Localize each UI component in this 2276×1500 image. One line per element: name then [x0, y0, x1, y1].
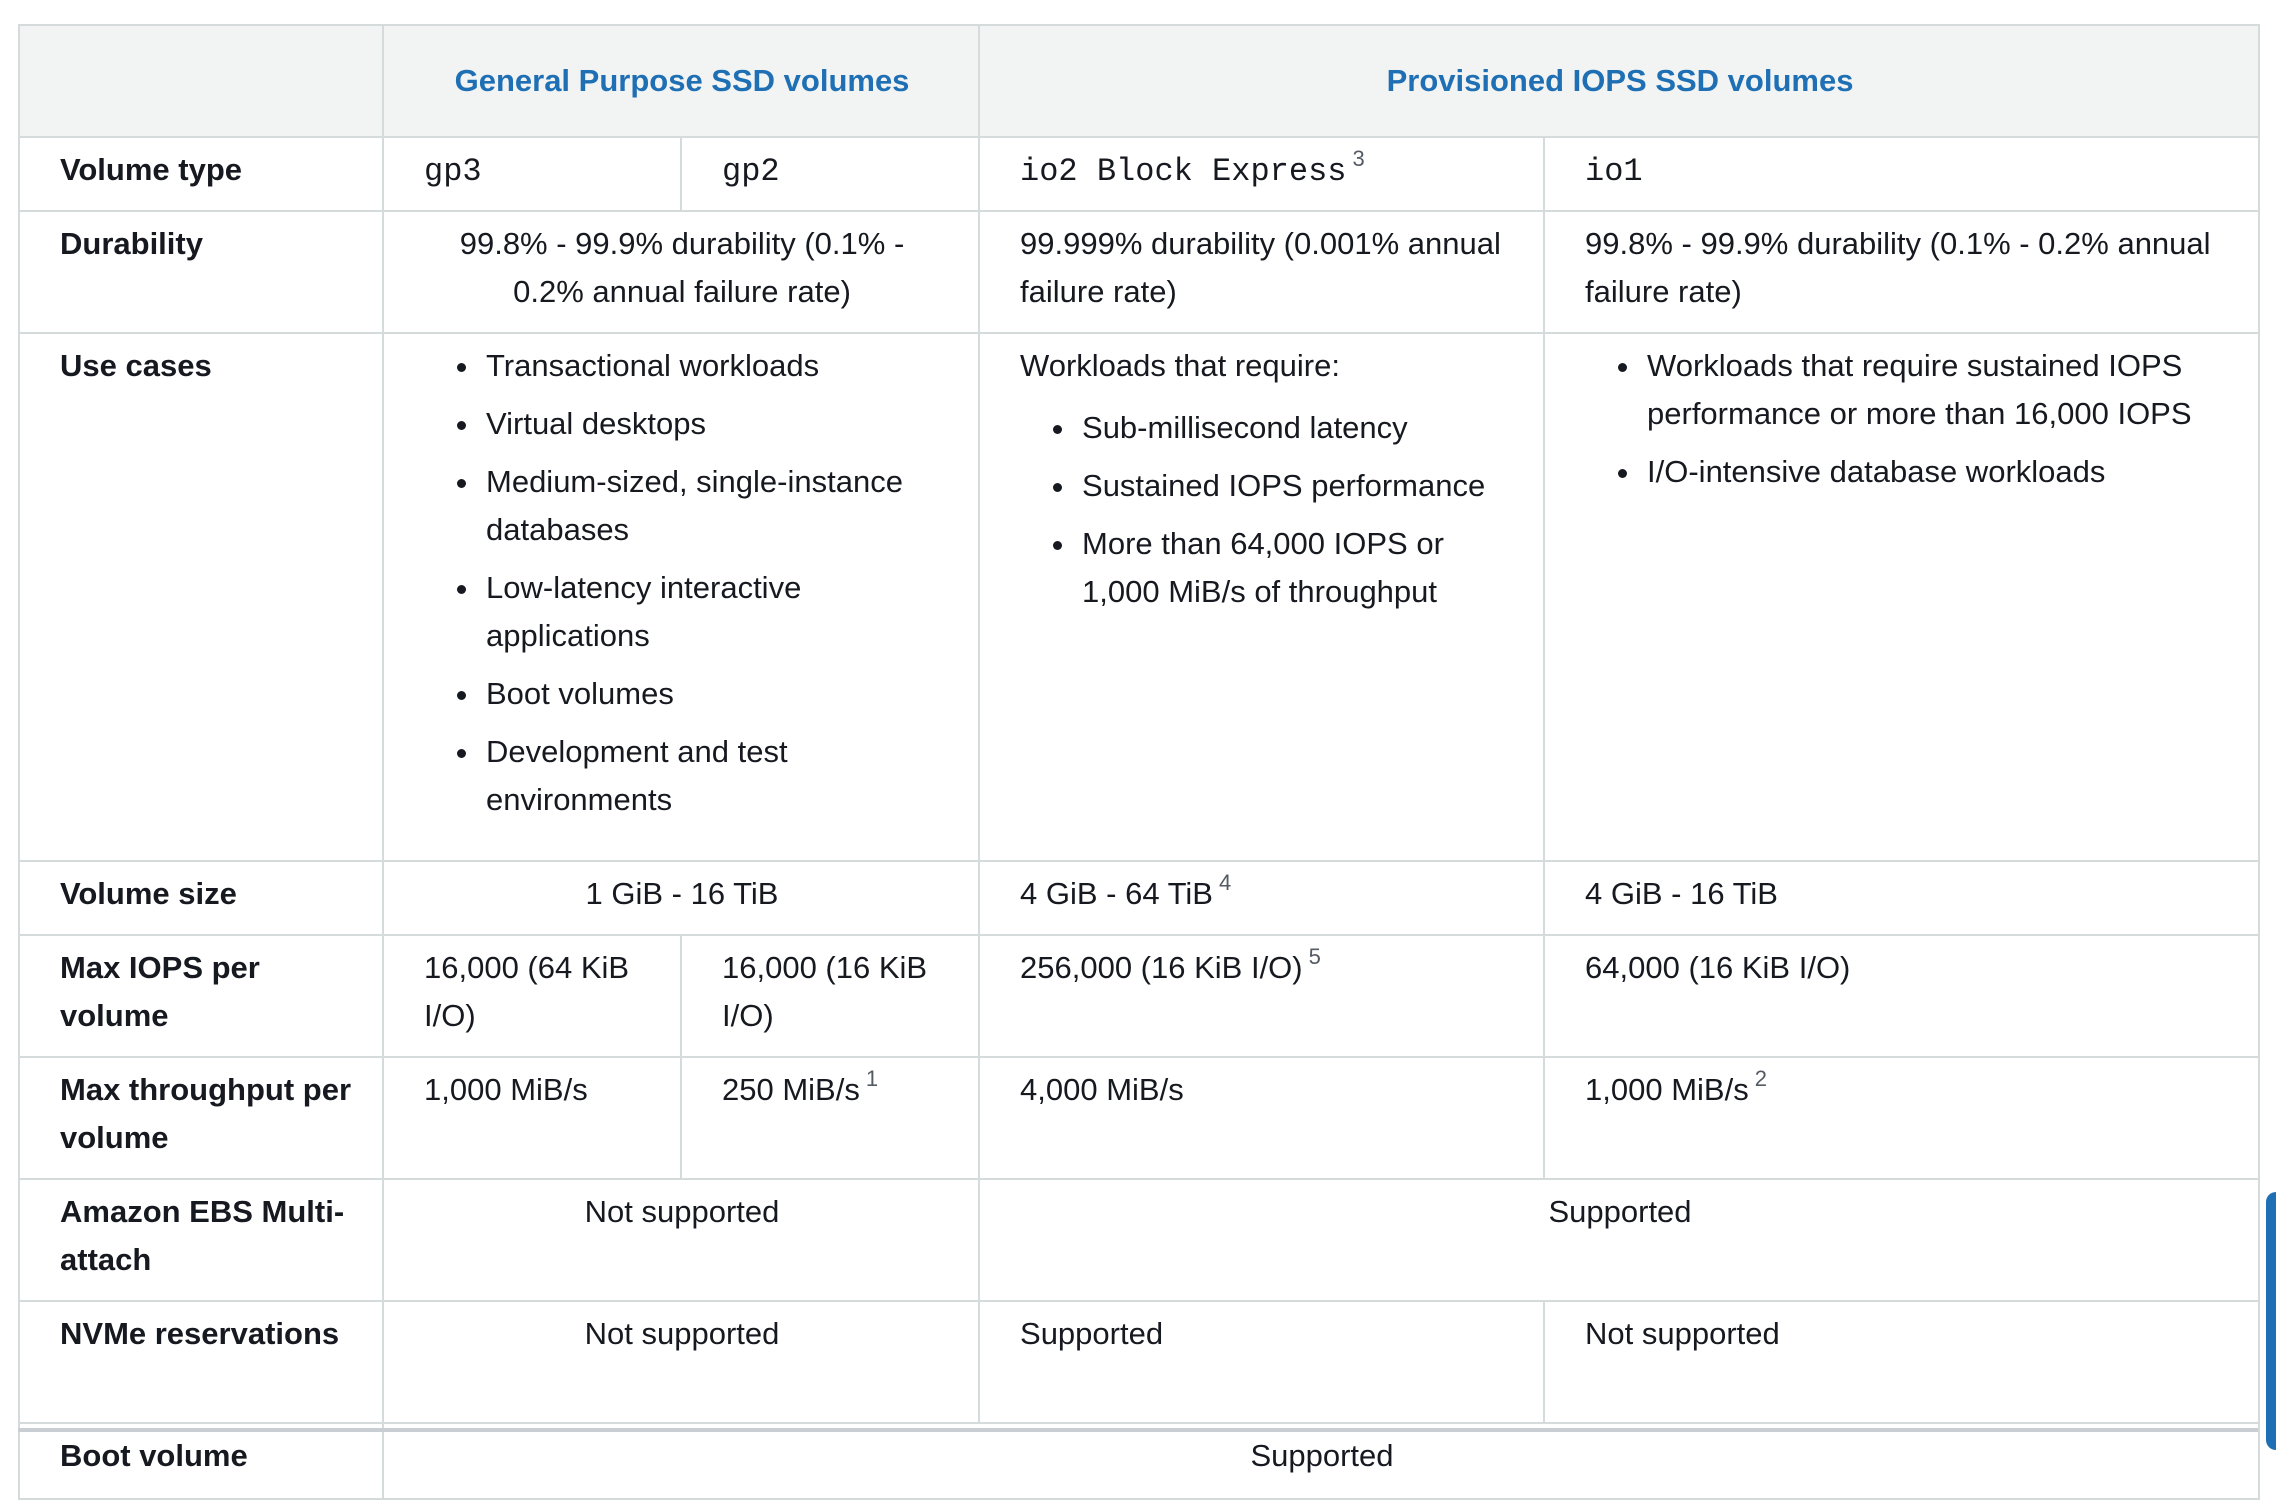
list-item: Workloads that require sustained IOPS pe… [1643, 342, 2220, 438]
table-row-use-cases: Use cases Transactional workloads Virtua… [18, 332, 2261, 862]
list-item: Medium-sized, single-instance databases [482, 458, 940, 554]
io1-label: io1 [1585, 153, 1643, 190]
cell-gp2-max-iops: 16,000 (16 KiB I/O) [679, 934, 981, 1058]
list-item: Sub-millisecond latency [1078, 404, 1505, 452]
cell-gp2-type: gp2 [679, 136, 981, 212]
io1-max-throughput-value: 1,000 MiB/s [1585, 1072, 1749, 1107]
row-label-boot-volume: Boot volume [18, 1422, 384, 1500]
row-label-max-throughput: Max throughput per volume [18, 1056, 384, 1180]
header-corner-cell [18, 24, 384, 138]
footnote-ref[interactable]: 5 [1308, 944, 1321, 969]
header-provisioned-iops: Provisioned IOPS SSD volumes [978, 24, 2261, 138]
cell-io1-durability: 99.8% - 99.9% durability (0.1% - 0.2% an… [1543, 210, 2261, 334]
cell-io2-durability: 99.999% durability (0.001% annual failur… [978, 210, 1546, 334]
footnote-ref[interactable]: 4 [1218, 870, 1232, 895]
row-label-use-cases: Use cases [18, 332, 384, 862]
cell-general-multi-attach: Not supported [381, 1178, 981, 1302]
table-row-volume-size: Volume size 1 GiB - 16 TiB 4 GiB - 64 Ti… [18, 860, 2261, 936]
table-row-max-iops: Max IOPS per volume 16,000 (64 KiB I/O) … [18, 934, 2261, 1058]
table-header-row: General Purpose SSD volumes Provisioned … [18, 24, 2261, 138]
header-general-purpose: General Purpose SSD volumes [381, 24, 981, 138]
table-row-max-throughput: Max throughput per volume 1,000 MiB/s 25… [18, 1056, 2261, 1180]
cell-gp3-type: gp3 [382, 136, 682, 212]
gp2-label: gp2 [722, 153, 780, 190]
table-row-nvme-reservations: NVMe reservations Not supported Supporte… [18, 1300, 2261, 1424]
io2-use-case-list: Sub-millisecond latency Sustained IOPS p… [1020, 404, 1505, 616]
cell-provisioned-multi-attach: Supported [978, 1178, 2261, 1302]
ebs-ssd-comparison-table-container: General Purpose SSD volumes Provisioned … [18, 24, 2261, 1500]
row-label-volume-size: Volume size [18, 860, 384, 936]
table-row-volume-type: Volume type gp3 gp2 io2 Block Express 3 i… [18, 136, 2261, 212]
row-label-volume-type: Volume type [18, 136, 384, 212]
row-label-nvme-reservations: NVMe reservations [18, 1300, 384, 1424]
cell-io2-nvme: Supported [978, 1300, 1546, 1424]
cell-io1-nvme: Not supported [1543, 1300, 2261, 1424]
cell-general-use-cases: Transactional workloads Virtual desktops… [381, 332, 981, 862]
io2-max-iops-value: 256,000 (16 KiB I/O) [1020, 950, 1303, 985]
cell-io1-max-iops: 64,000 (16 KiB I/O) [1543, 934, 2261, 1058]
cell-gp2-max-throughput: 250 MiB/s 1 [679, 1056, 981, 1180]
row-label-max-iops: Max IOPS per volume [18, 934, 384, 1058]
table-row-boot-volume: Boot volume Supported [18, 1422, 2261, 1500]
gp2-max-throughput-value: 250 MiB/s [722, 1072, 860, 1107]
cell-io2-max-throughput: 4,000 MiB/s [978, 1056, 1546, 1180]
table-row-multi-attach: Amazon EBS Multi-attach Not supported Su… [18, 1178, 2261, 1302]
footnote-ref[interactable]: 2 [1754, 1066, 1767, 1091]
table-row-durability: Durability 99.8% - 99.9% durability (0.1… [18, 210, 2261, 334]
row-label-durability: Durability [18, 210, 384, 334]
list-item: Virtual desktops [482, 400, 940, 448]
io2-use-case-intro: Workloads that require: [1020, 348, 1340, 383]
io2-volume-size-value: 4 GiB - 64 TiB [1020, 876, 1213, 911]
cell-io1-use-cases: Workloads that require sustained IOPS pe… [1543, 332, 2261, 862]
cell-io1-max-throughput: 1,000 MiB/s 2 [1543, 1056, 2261, 1180]
list-item: More than 64,000 IOPS or 1,000 MiB/s of … [1078, 520, 1505, 616]
list-item: Development and test environments [482, 728, 940, 824]
cell-general-nvme: Not supported [381, 1300, 981, 1424]
cell-gp3-max-iops: 16,000 (64 KiB I/O) [382, 934, 682, 1058]
footnote-ref[interactable]: 1 [865, 1066, 879, 1091]
cell-general-volume-size: 1 GiB - 16 TiB [381, 860, 981, 936]
io2-label: io2 Block Express [1020, 153, 1347, 190]
ebs-ssd-comparison-table: General Purpose SSD volumes Provisioned … [18, 24, 2261, 1500]
cell-io2-use-cases: Workloads that require: Sub-millisecond … [978, 332, 1546, 862]
feedback-tab-edge[interactable] [2266, 1192, 2276, 1450]
cell-io2-type: io2 Block Express 3 [978, 136, 1546, 212]
cell-all-boot-volume: Supported [381, 1422, 2261, 1500]
list-item: Sustained IOPS performance [1078, 462, 1505, 510]
cell-io1-type: io1 [1543, 136, 2261, 212]
general-use-case-list: Transactional workloads Virtual desktops… [424, 342, 940, 824]
list-item: Low-latency interactive applications [482, 564, 940, 660]
cell-io2-max-iops: 256,000 (16 KiB I/O) 5 [978, 934, 1546, 1058]
footnote-ref[interactable]: 3 [1352, 146, 1365, 171]
list-item: Boot volumes [482, 670, 940, 718]
cell-gp3-max-throughput: 1,000 MiB/s [382, 1056, 682, 1180]
io1-use-case-list: Workloads that require sustained IOPS pe… [1585, 342, 2220, 496]
gp3-label: gp3 [424, 153, 482, 190]
list-item: I/O-intensive database workloads [1643, 448, 2220, 496]
cell-io2-volume-size: 4 GiB - 64 TiB 4 [978, 860, 1546, 936]
table-bottom-shadow [18, 1428, 2258, 1432]
list-item: Transactional workloads [482, 342, 940, 390]
cell-general-durability: 99.8% - 99.9% durability (0.1% - 0.2% an… [381, 210, 981, 334]
row-label-multi-attach: Amazon EBS Multi-attach [18, 1178, 384, 1302]
cell-io1-volume-size: 4 GiB - 16 TiB [1543, 860, 2261, 936]
